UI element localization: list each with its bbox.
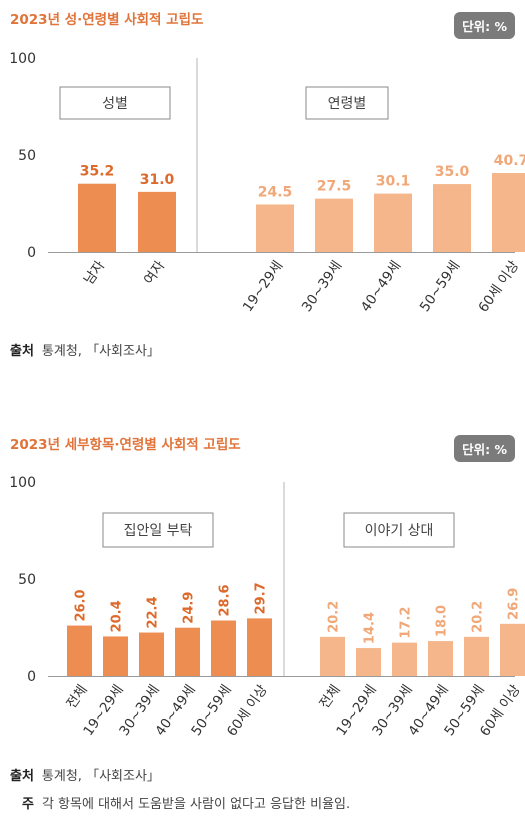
bar-value-label: 20.2: [471, 601, 486, 633]
bar-value-label: 26.0: [74, 589, 89, 621]
bar: [428, 641, 453, 676]
bar-value-label: 14.4: [363, 612, 378, 644]
bar: [211, 620, 236, 676]
group-label: 이야기 상대: [365, 523, 434, 539]
bar-value-label: 24.5: [258, 184, 293, 200]
bar-value-label: 35.2: [80, 164, 115, 180]
bar: [138, 191, 176, 252]
bar-value-label: 22.4: [146, 596, 161, 628]
chart2-title: 2023년 세부항목·연령별 사회적 고립도: [10, 437, 241, 453]
group-label-box: [343, 512, 455, 548]
bar: [374, 193, 412, 252]
group-label-box: [59, 86, 171, 120]
y-tick-label: 100: [9, 51, 36, 67]
bar-value-label: 28.6: [218, 584, 233, 616]
note-label: 주: [22, 797, 34, 812]
bar: [392, 642, 417, 676]
source-label: 출처: [10, 769, 34, 784]
bar: [103, 636, 128, 676]
bar: [175, 627, 200, 676]
bar: [433, 184, 471, 252]
group-label: 성별: [102, 96, 128, 112]
y-tick-label: 0: [27, 245, 36, 261]
bar-value-label: 27.5: [317, 179, 352, 195]
chart2-source: 출처 통계청, 「사회조사」: [10, 765, 160, 784]
bar-value-label: 20.2: [327, 601, 342, 633]
bar: [247, 618, 272, 676]
y-tick-label: 50: [18, 572, 36, 588]
bar-value-label: 40.7: [494, 153, 525, 169]
bar-value-label: 26.9: [507, 588, 522, 620]
x-tick-label: 전체: [316, 682, 343, 712]
chart2-note: 주 각 항목에 대해서 도움받을 사람이 없다고 응답한 비율임.: [22, 793, 350, 812]
bar-value-label: 30.1: [376, 174, 411, 190]
bar-value-label: 35.0: [435, 164, 470, 180]
bar-value-label: 24.9: [182, 592, 197, 624]
bar-value-label: 31.0: [140, 172, 175, 188]
bar: [315, 198, 353, 252]
y-tick-label: 0: [27, 669, 36, 685]
note-text: 각 항목에 대해서 도움받을 사람이 없다고 응답한 비율임.: [41, 797, 351, 812]
chart2-unit-badge: 단위: %: [454, 435, 515, 462]
bar-value-label: 17.2: [399, 607, 414, 639]
bar-value-label: 20.4: [110, 600, 125, 632]
chart1-plot: 050100성별35.2남자31.0여자연령별24.519~29세27.530~…: [9, 51, 525, 315]
bar: [356, 648, 381, 676]
x-tick-label: 전체: [63, 682, 90, 712]
chart1-unit-badge: 단위: %: [454, 12, 515, 39]
chart1-source: 출처 통계청, 「사회조사」: [10, 340, 160, 359]
source-label: 출처: [10, 344, 34, 359]
bar-value-label: 18.0: [435, 605, 450, 637]
group-label: 연령별: [328, 96, 367, 112]
bar: [492, 173, 525, 252]
bar: [67, 625, 92, 676]
bar: [464, 636, 489, 676]
bar: [320, 636, 345, 676]
y-tick-label: 50: [18, 148, 36, 164]
bar: [256, 204, 294, 252]
y-tick-label: 100: [9, 475, 36, 491]
group-label: 집안일 부탁: [124, 523, 193, 539]
source-text: 통계청, 「사회조사」: [41, 769, 160, 784]
group-label-box: [305, 86, 389, 120]
chart1-title: 2023년 성·연령별 사회적 고립도: [10, 12, 204, 28]
group-label-box: [102, 512, 214, 548]
bar: [139, 632, 164, 676]
source-text: 통계청, 「사회조사」: [41, 344, 160, 359]
bar-value-label: 29.7: [254, 582, 269, 614]
bar: [78, 183, 116, 252]
bar: [500, 623, 525, 676]
